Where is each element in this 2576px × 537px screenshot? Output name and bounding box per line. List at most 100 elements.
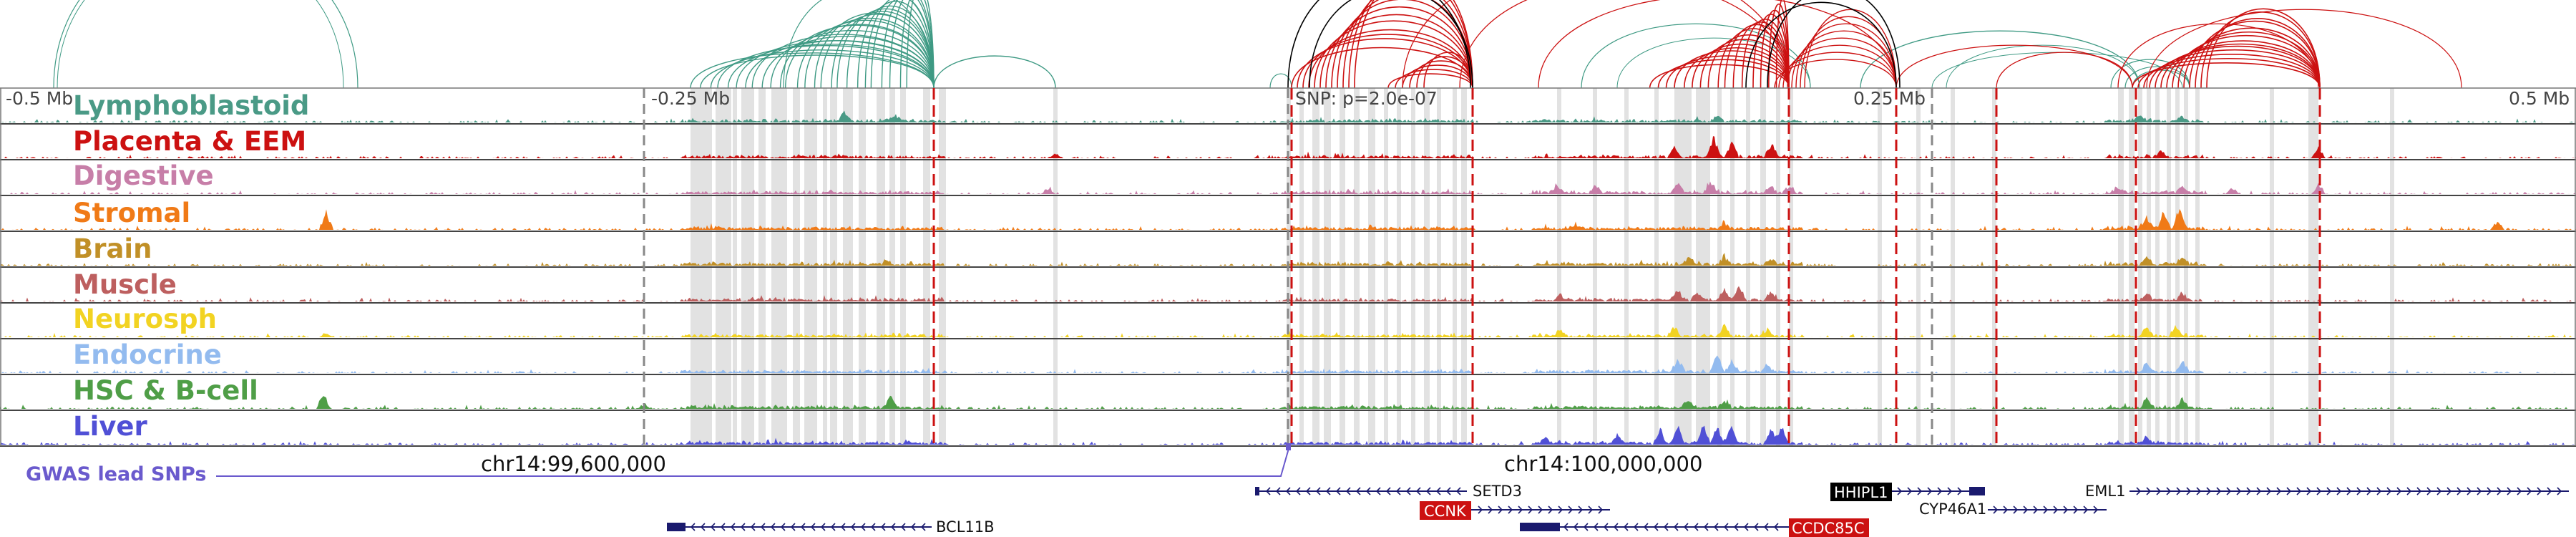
interaction-arc xyxy=(1896,44,2133,89)
interaction-arc xyxy=(2149,49,2321,89)
interaction-arc xyxy=(2206,8,2321,89)
interaction-arc xyxy=(1804,9,1897,89)
interaction-arc xyxy=(1395,69,1473,89)
interaction-arc xyxy=(1348,0,1473,89)
strand-chevrons xyxy=(2136,487,2562,495)
signal-profile xyxy=(0,136,2576,158)
interaction-arc xyxy=(1787,37,1897,89)
interaction-arc xyxy=(796,19,935,89)
interaction-arc xyxy=(1778,52,1897,89)
ruler-left-mid-label: -0.25 Mb xyxy=(651,88,730,109)
interaction-arc xyxy=(1767,0,1901,89)
interaction-arc xyxy=(1657,59,1790,89)
track-label-endocrine: Endocrine xyxy=(73,339,222,370)
ruler-right-label: 0.5 Mb xyxy=(2509,88,2570,109)
interaction-arc xyxy=(1741,18,1790,89)
interaction-arc xyxy=(717,44,935,89)
gene-eml1: EML1 xyxy=(2085,483,2569,500)
interaction-arcs xyxy=(53,0,2462,89)
interaction-arc xyxy=(57,0,344,89)
interaction-arc xyxy=(53,0,358,89)
interaction-arc xyxy=(1402,0,1790,89)
interaction-arc xyxy=(2189,20,2321,89)
gene-label-ccdc85c: CCDC85C xyxy=(1792,520,1865,537)
interaction-arc xyxy=(857,1,935,89)
interaction-arc xyxy=(2137,57,2321,89)
gene-setd3: SETD3 xyxy=(1255,483,1522,500)
gene-ccdc85c: CCDC85C xyxy=(1520,518,1869,537)
position-label-99-6m: chr14:99,600,000 xyxy=(481,452,666,476)
interaction-arc xyxy=(770,29,935,89)
coordinate-ruler: -0.5 Mb -0.25 Mb SNP: p=2.0e-07 0.25 Mb … xyxy=(6,88,2570,109)
interaction-arc xyxy=(870,0,935,89)
gwas-lead-snps-label: GWAS lead SNPs xyxy=(26,463,206,485)
dashed-marker-lines xyxy=(643,88,2321,446)
interaction-arc xyxy=(1423,52,1473,89)
interaction-arc xyxy=(889,0,935,89)
interaction-arc xyxy=(1459,0,1790,89)
strand-chevrons xyxy=(690,523,926,531)
signal-profile xyxy=(0,324,2576,337)
interaction-arc xyxy=(1387,73,1473,89)
interaction-arc xyxy=(1649,64,1790,89)
gene-hhipl1: HHIPL1 xyxy=(1830,483,1985,501)
ruler-left-label: -0.5 Mb xyxy=(6,88,73,109)
gene-tag-ccnk xyxy=(1420,501,1471,520)
gene-label-ccnk: CCNK xyxy=(1424,503,1467,520)
track-label-hsc-bcell: HSC & B-cell xyxy=(73,375,258,406)
interaction-arc xyxy=(831,11,935,89)
gene-annotation-track: SETD3 CCNK HHIPL1 CYP46A1 EML1 xyxy=(667,483,2569,537)
interaction-arc xyxy=(2183,27,2321,89)
interaction-arc xyxy=(1692,43,1790,89)
gene-ccnk: CCNK xyxy=(1420,501,1610,520)
interaction-arc xyxy=(1354,0,1473,89)
interaction-arc xyxy=(1314,20,1473,89)
signal-profile xyxy=(0,181,2576,194)
interaction-arc xyxy=(1291,47,1473,89)
track-label-liver: Liver xyxy=(73,411,147,442)
interaction-arc xyxy=(1782,44,1897,89)
interaction-arc xyxy=(1707,34,1790,89)
interaction-arc xyxy=(2160,43,2321,89)
interaction-arc xyxy=(1309,0,1473,89)
interaction-arc xyxy=(2155,45,2321,89)
interaction-arc xyxy=(745,40,935,89)
interaction-arc xyxy=(690,52,935,89)
gwas-snp-marker xyxy=(1286,443,1291,450)
interaction-arc xyxy=(700,54,935,89)
interaction-arc xyxy=(1860,30,2140,89)
interaction-arc xyxy=(1775,0,1790,89)
interaction-arc xyxy=(2117,23,2319,89)
interaction-arc xyxy=(1946,44,2140,89)
track-label-placenta-eem: Placenta & EEM xyxy=(73,126,306,157)
gene-cyp46a1: CYP46A1 xyxy=(1919,500,2107,518)
track-label-lymphoblastoid: Lymphoblastoid xyxy=(73,90,309,121)
signal-profile xyxy=(0,208,2576,230)
interaction-arc xyxy=(2110,59,2190,89)
gene-bcl11b: BCL11B xyxy=(667,518,995,536)
interaction-arc xyxy=(2132,62,2321,89)
gwas-connector-line xyxy=(216,445,1290,477)
interaction-arc xyxy=(1724,24,1790,89)
interaction-arc xyxy=(1745,1,1897,89)
interaction-arc xyxy=(1996,52,2133,89)
track-label-stromal: Stromal xyxy=(73,198,190,228)
interaction-arc xyxy=(2195,18,2321,89)
gwas-section: GWAS lead SNPs chr14:99,600,000 chr14:10… xyxy=(26,443,1702,485)
track-labels: Lymphoblastoid Placenta & EEM Digestive … xyxy=(73,90,309,442)
gene-label-hhipl1: HHIPL1 xyxy=(1834,484,1888,501)
interaction-arc xyxy=(836,8,935,89)
track-label-neurosph: Neurosph xyxy=(73,304,217,334)
interaction-arc xyxy=(2166,40,2321,89)
interaction-arc xyxy=(710,49,935,89)
gene-label-bcl11b: BCL11B xyxy=(936,518,995,536)
interaction-arc xyxy=(1699,39,1790,89)
ruler-right-mid-label: 0.25 Mb xyxy=(1853,88,1926,109)
strand-chevrons xyxy=(1265,487,1461,495)
gene-label-eml1: EML1 xyxy=(2085,483,2125,500)
gene-label-cyp46a1: CYP46A1 xyxy=(1919,500,1986,518)
interaction-arc xyxy=(783,0,935,89)
strand-chevrons xyxy=(1993,505,2099,514)
interaction-arc xyxy=(1319,14,1473,89)
